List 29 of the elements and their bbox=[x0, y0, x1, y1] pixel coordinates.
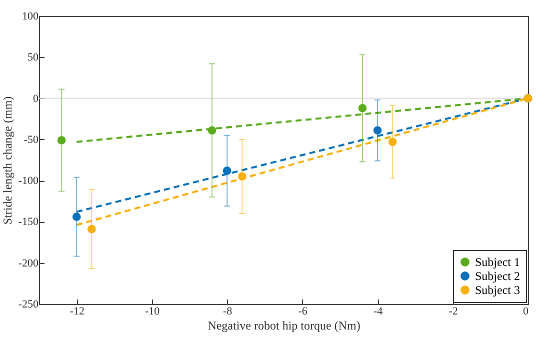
point bbox=[87, 224, 96, 234]
legend-label: Subject 2 bbox=[475, 269, 520, 283]
point bbox=[57, 136, 66, 144]
x-tick-label: 0 bbox=[523, 306, 529, 318]
point bbox=[222, 166, 232, 175]
legend-label: Subject 3 bbox=[475, 283, 520, 297]
x-tick-label: -6 bbox=[298, 306, 308, 318]
x-axis-title: Negative robot hip torque (Nm) bbox=[208, 318, 360, 332]
point bbox=[238, 172, 246, 181]
y-tick-label: 50 bbox=[28, 52, 39, 64]
x-tick-label: -10 bbox=[145, 306, 160, 318]
y-tick-label: 0 bbox=[33, 92, 39, 105]
y-tick-label: 100 bbox=[22, 10, 39, 22]
point bbox=[358, 104, 367, 112]
y-tick-label: -250 bbox=[18, 298, 39, 310]
y-tick-label: -100 bbox=[18, 175, 39, 188]
x-tick-label: -8 bbox=[222, 306, 233, 318]
y-tick-label: -150 bbox=[18, 216, 39, 228]
legend-label: Subject 1 bbox=[475, 255, 520, 269]
point bbox=[72, 212, 81, 221]
x-tick-label: -2 bbox=[448, 306, 458, 318]
y-tick-label: -200 bbox=[18, 257, 39, 270]
y-axis-title: Stride length change (mm) bbox=[0, 96, 14, 225]
point bbox=[373, 126, 382, 135]
point bbox=[208, 126, 216, 135]
y-tick-label: -50 bbox=[24, 134, 39, 146]
x-tick-label: -4 bbox=[373, 306, 384, 318]
x-tick-label: -12 bbox=[70, 306, 84, 318]
point bbox=[388, 138, 397, 146]
